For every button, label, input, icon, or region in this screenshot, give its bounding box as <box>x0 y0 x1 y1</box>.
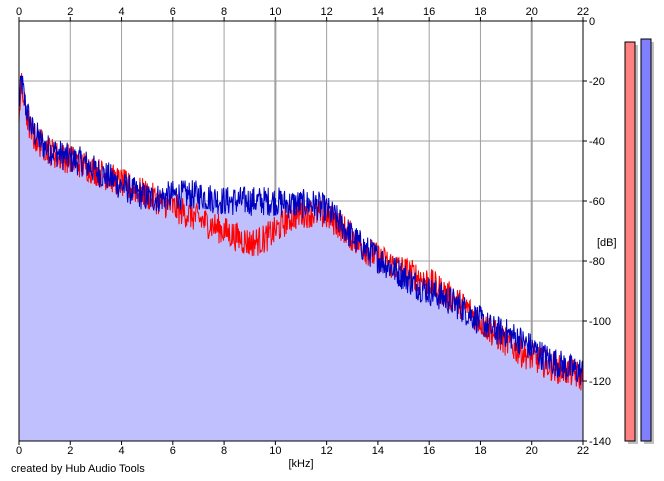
spectrum-lines <box>18 73 584 391</box>
x-tick-label-top: 22 <box>577 6 589 18</box>
x-tick-label-top: 6 <box>170 6 176 18</box>
y-tick-labels: 0 -20 -40 -60 -80 -100 -120 -140 <box>589 16 611 448</box>
x-tick-label-top: 12 <box>321 6 333 18</box>
x-axis-label: [kHz] <box>288 458 313 470</box>
y-tick-label: -80 <box>589 256 605 268</box>
x-tick-label-bottom: 16 <box>423 445 435 457</box>
credit-text: created by Hub Audio Tools <box>11 463 145 475</box>
x-tick-label-bottom: 4 <box>118 445 124 457</box>
axes <box>18 17 587 445</box>
level-meter-bar <box>640 38 652 442</box>
x-tick-label-top: 8 <box>221 6 227 18</box>
x-tick-label-bottom: 8 <box>221 445 227 457</box>
y-tick-label: -140 <box>589 436 611 448</box>
series-line-blue <box>18 75 584 385</box>
x-tick-labels-bottom: 0 2 4 6 8 10 12 14 16 18 20 22 <box>16 445 589 457</box>
x-tick-label-bottom: 6 <box>170 445 176 457</box>
y-tick-label: -100 <box>589 316 611 328</box>
x-tick-label-bottom: 20 <box>526 445 538 457</box>
y-tick-label: -40 <box>589 136 605 148</box>
x-tick-label-top: 16 <box>423 6 435 18</box>
x-tick-label-top: 10 <box>269 6 281 18</box>
x-tick-label-bottom: 22 <box>577 445 589 457</box>
x-tick-label-top: 14 <box>372 6 384 18</box>
x-tick-label-bottom: 12 <box>321 445 333 457</box>
x-tick-label-bottom: 0 <box>16 445 22 457</box>
x-tick-labels-top: 0 2 4 6 8 10 12 14 16 18 20 22 <box>16 6 589 18</box>
x-tick-label-top: 20 <box>526 6 538 18</box>
y-tick-label: 0 <box>589 16 595 28</box>
x-tick-label-bottom: 18 <box>474 445 486 457</box>
level-meter-bar <box>624 41 636 442</box>
x-tick-label-bottom: 14 <box>372 445 384 457</box>
x-tick-label-bottom: 10 <box>269 445 281 457</box>
spectrum-fill-area <box>19 75 583 441</box>
x-tick-label-bottom: 2 <box>67 445 73 457</box>
x-tick-label-top: 2 <box>67 6 73 18</box>
spectrum-area <box>19 75 583 441</box>
y-tick-label: -60 <box>589 196 605 208</box>
x-tick-label-top: 0 <box>16 6 22 18</box>
x-tick-label-top: 18 <box>474 6 486 18</box>
y-tick-label: -20 <box>589 76 605 88</box>
x-tick-label-top: 4 <box>118 6 124 18</box>
level-meters <box>624 38 654 444</box>
y-tick-label: -120 <box>589 376 611 388</box>
y-axis-label: [dB] <box>597 237 617 249</box>
